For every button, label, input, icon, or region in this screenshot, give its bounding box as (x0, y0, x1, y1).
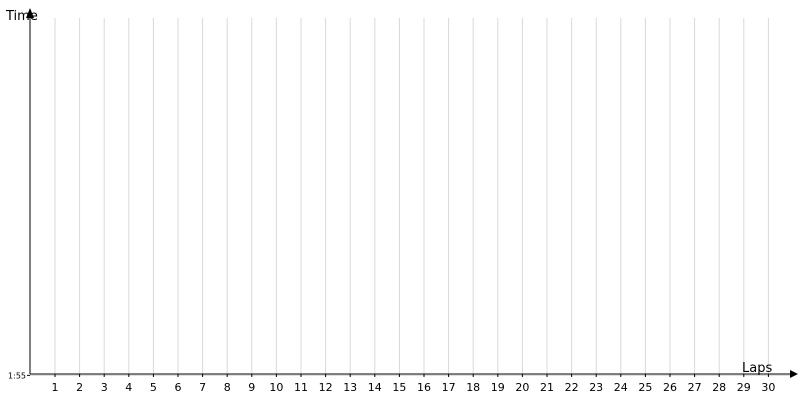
x-tick-label: 21 (540, 381, 554, 394)
x-tick-label: 22 (565, 381, 579, 394)
x-tick-label: 1 (52, 381, 59, 394)
x-tick-label: 11 (294, 381, 308, 394)
x-tick-label: 25 (638, 381, 652, 394)
grid (30, 18, 790, 376)
x-tick-label: 3 (101, 381, 108, 394)
x-tick-label: 6 (175, 381, 182, 394)
y-axis-arrow (26, 8, 34, 18)
x-tick-label: 8 (224, 381, 231, 394)
x-tick-label: 20 (515, 381, 529, 394)
x-tick-label: 16 (417, 381, 431, 394)
x-tick-label: 28 (712, 381, 726, 394)
x-tick-label: 9 (248, 381, 255, 394)
x-tick-label: 18 (466, 381, 480, 394)
x-tick-label: 15 (392, 381, 406, 394)
x-tick-label: 30 (761, 381, 775, 394)
x-axis-title: Laps (742, 361, 772, 376)
x-tick-label: 12 (319, 381, 333, 394)
tick-labels: 1:551:561:571:581:592:002:012:022:032:04… (8, 371, 775, 394)
x-tick-label: 23 (589, 381, 603, 394)
x-tick-label: 29 (737, 381, 751, 394)
x-tick-label: 14 (368, 381, 382, 394)
y-tick-label: 1:55 (8, 371, 26, 380)
x-tick-label: 2 (76, 381, 83, 394)
x-tick-label: 17 (442, 381, 456, 394)
x-tick-label: 24 (614, 381, 628, 394)
x-tick-label: 5 (150, 381, 157, 394)
y-axis-title: Time (5, 9, 38, 24)
x-axis-arrow (790, 370, 798, 378)
axes (26, 8, 798, 378)
x-tick-label: 4 (125, 381, 132, 394)
x-tick-label: 19 (491, 381, 505, 394)
x-tick-label: 7 (199, 381, 206, 394)
x-tick-label: 26 (663, 381, 677, 394)
x-tick-label: 27 (688, 381, 702, 394)
x-tick-label: 13 (343, 381, 357, 394)
x-tick-label: 10 (269, 381, 283, 394)
